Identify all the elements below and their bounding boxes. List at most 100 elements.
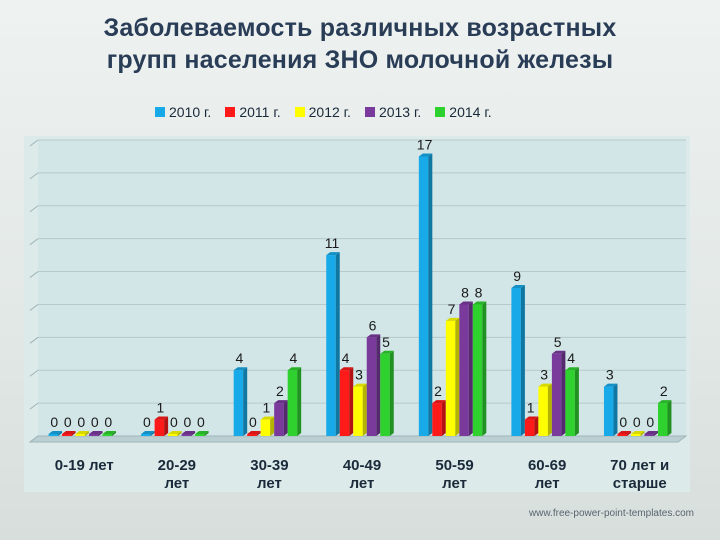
data-label: 0 <box>143 414 151 430</box>
bar-side <box>613 383 618 436</box>
bar-top <box>524 416 539 420</box>
page-title: Заболеваемость различных возрастных груп… <box>0 12 720 76</box>
bar-top <box>644 431 658 434</box>
bar-side <box>441 400 446 436</box>
bar-top <box>353 383 367 387</box>
bar-side <box>85 431 90 436</box>
bar-side <box>150 431 155 436</box>
bar-top <box>459 301 473 305</box>
bar-top <box>195 431 209 434</box>
bar-top <box>380 350 394 354</box>
bar-side <box>177 431 182 436</box>
legend-swatch-2014 <box>435 107 446 117</box>
legend-item-2012: 2012 г. <box>294 104 351 120</box>
bar-2010г-1 <box>141 434 151 436</box>
legend-label-2012: 2012 г. <box>308 104 351 120</box>
bar-2012г-0 <box>75 434 86 436</box>
bar-top <box>247 431 261 434</box>
bar-top <box>551 350 566 354</box>
bar-side <box>164 416 169 436</box>
bar-side <box>58 431 63 436</box>
legend-item-2011: 2011 г. <box>225 104 281 120</box>
bar-side <box>297 367 302 436</box>
data-label: 0 <box>170 414 178 430</box>
bar-side <box>98 431 103 436</box>
data-label: 4 <box>567 350 575 366</box>
legend-swatch-2011 <box>225 107 236 117</box>
bar-side <box>112 431 117 436</box>
gridline-slant <box>29 304 39 311</box>
bar-2010г-6 <box>603 386 614 436</box>
data-label: 0 <box>104 414 112 430</box>
title-line-2: групп населения ЗНО молочной железы <box>106 46 614 74</box>
category-label: лет <box>350 475 375 492</box>
data-label: 1 <box>156 400 164 416</box>
bar-2010г-3 <box>326 255 336 436</box>
data-label: 5 <box>554 334 562 350</box>
bar-2011г-5 <box>524 419 535 436</box>
bar-2014г-0 <box>102 434 113 436</box>
bar-side <box>640 431 645 436</box>
gridline-slant <box>29 369 39 377</box>
data-label: 0 <box>249 414 257 430</box>
data-label: 4 <box>342 350 350 366</box>
bar-side <box>534 416 539 436</box>
bar-2012г-2 <box>260 419 271 436</box>
bar-2010г-4 <box>418 156 429 436</box>
bar-top <box>511 285 525 288</box>
data-label: 0 <box>633 414 641 430</box>
legend-label-2011: 2011 г. <box>239 104 281 120</box>
bar-side <box>428 153 433 436</box>
data-label: 0 <box>619 414 627 430</box>
bar-top <box>62 431 76 434</box>
gridline-slant <box>29 172 39 180</box>
bar-side <box>468 301 473 436</box>
data-label: 9 <box>513 268 521 284</box>
chart-legend: 2010 г. 2011 г. 2012 г. 2013 г. 2014 г. <box>155 102 492 122</box>
category-label: лет <box>257 475 282 492</box>
bar-2011г-1 <box>154 419 165 436</box>
bar-2013г-4 <box>459 304 469 436</box>
bar-top <box>565 367 579 371</box>
bar-top <box>630 431 645 434</box>
bar-top <box>339 367 354 371</box>
bar-top <box>260 416 275 420</box>
category-label: лет <box>535 475 560 492</box>
bar-top <box>326 252 340 256</box>
data-label: 17 <box>417 136 433 152</box>
legend-swatch-2010 <box>155 107 165 117</box>
gridline-slant <box>29 271 39 278</box>
bar-2011г-2 <box>247 434 257 436</box>
category-label: 0-19 лет <box>55 457 114 474</box>
bar-top <box>89 431 103 434</box>
bar-side <box>561 350 566 436</box>
data-label: 2 <box>434 383 442 399</box>
data-label: 0 <box>77 414 85 430</box>
bar-side <box>349 367 354 436</box>
bar-side <box>256 431 261 436</box>
data-label: 0 <box>50 414 58 430</box>
category-label: лет <box>442 475 467 492</box>
bar-side <box>335 252 340 436</box>
bar-top <box>287 367 302 371</box>
bar-side <box>204 431 209 436</box>
bar-2013г-3 <box>366 337 377 436</box>
data-label: 0 <box>646 414 654 430</box>
category-label: 60-69 <box>528 457 566 474</box>
data-label: 4 <box>236 350 244 366</box>
category-label: лет <box>164 475 189 492</box>
bar-side <box>362 383 367 436</box>
bar-2012г-6 <box>630 434 641 436</box>
bar-top <box>617 431 631 434</box>
bar-side <box>455 317 460 436</box>
data-label: 3 <box>355 367 363 383</box>
gridline-slant <box>29 238 39 246</box>
legend-label-2010: 2010 г. <box>169 104 212 120</box>
bar-top <box>168 431 182 434</box>
bar-side <box>389 350 394 436</box>
bar-top <box>366 334 381 338</box>
data-label: 3 <box>606 367 614 383</box>
category-label: 40-49 <box>343 457 381 474</box>
legend-item-2013: 2013 г. <box>364 104 421 120</box>
gridline-slant <box>29 336 39 344</box>
